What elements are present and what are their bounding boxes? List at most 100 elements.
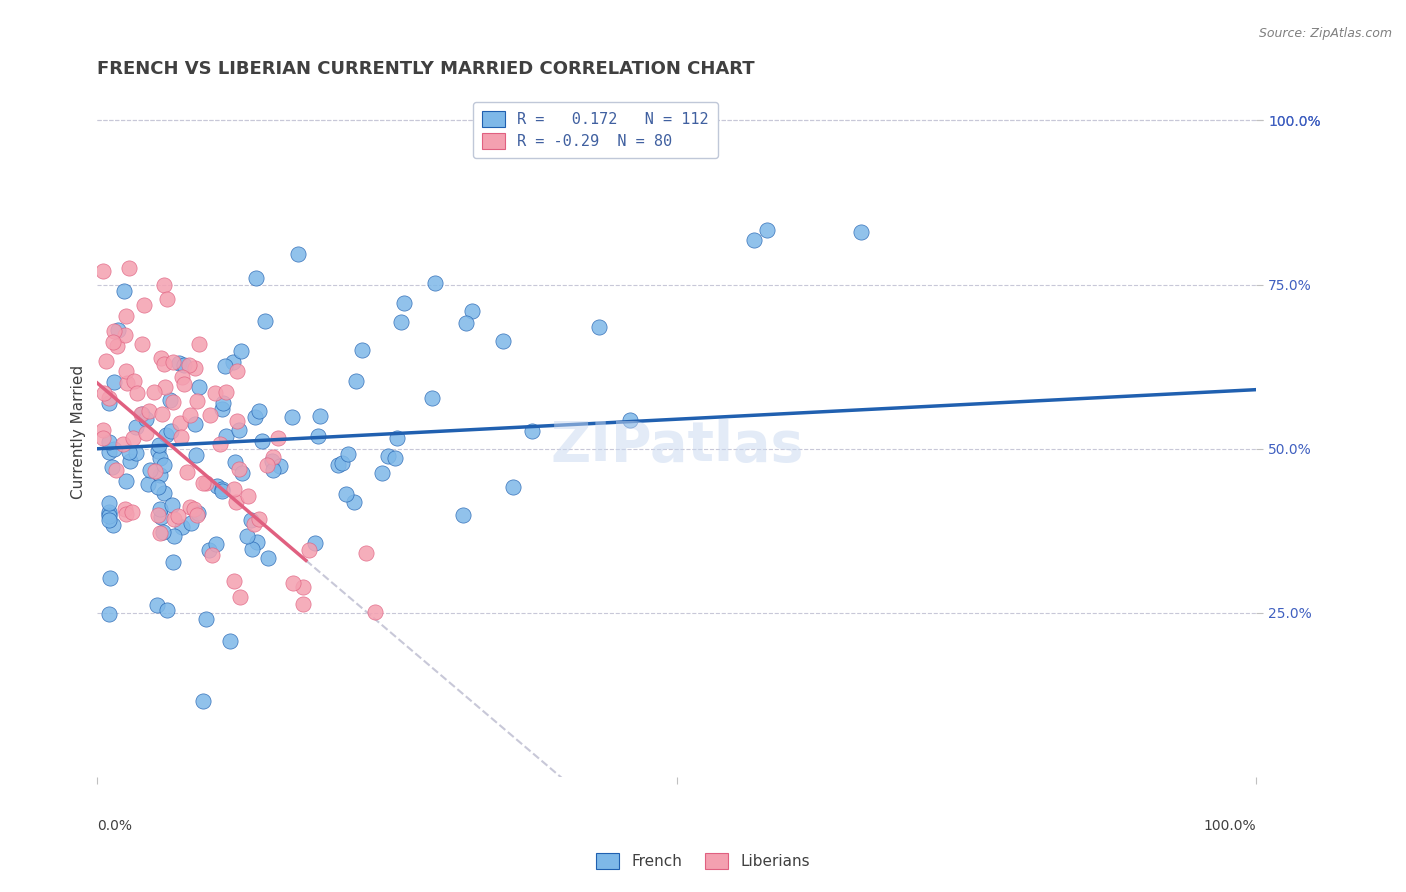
Point (281, 576, 304, 591)
Point (307, 429, 329, 443)
Point (162, 355, 184, 369)
Point (143, 385, 166, 400)
Point (125, 420, 148, 434)
Point (104, 463, 127, 477)
Point (149, 501, 172, 516)
Point (173, 376, 195, 391)
Point (163, 512, 186, 526)
Point (257, 550, 280, 565)
Point (247, 512, 270, 526)
Point (169, 430, 191, 444)
Point (136, 477, 159, 491)
Point (195, 476, 218, 491)
Point (211, 401, 233, 416)
Point (211, 396, 233, 410)
Point (236, 529, 259, 543)
Point (93, 385, 115, 400)
Point (118, 445, 141, 459)
Point (124, 374, 146, 388)
Point (103, 324, 125, 338)
Y-axis label: Currently Married: Currently Married (72, 366, 86, 500)
Point (520, 425, 543, 439)
Point (304, 536, 326, 550)
Point (363, 605, 385, 619)
Point (336, 447, 359, 461)
Point (238, 489, 260, 503)
Point (242, 541, 264, 556)
Point (114, 507, 136, 521)
Point (198, 408, 221, 422)
Point (150, 407, 173, 421)
Point (167, 356, 190, 370)
Text: ZIPatlas: ZIPatlas (550, 419, 804, 473)
Point (148, 450, 170, 465)
Point (148, 438, 170, 452)
Point (162, 394, 184, 409)
Point (103, 376, 125, 390)
Point (100, 460, 122, 475)
Point (160, 424, 183, 438)
Point (219, 633, 242, 648)
Point (114, 502, 136, 516)
Point (191, 476, 214, 491)
Point (135, 411, 157, 425)
Point (176, 465, 198, 479)
Point (198, 542, 221, 557)
Point (225, 414, 247, 428)
Text: 100.0%: 100.0% (1204, 819, 1257, 832)
Point (260, 454, 283, 468)
Point (149, 510, 172, 524)
Point (97, 434, 120, 449)
Point (246, 535, 269, 549)
Point (150, 351, 173, 365)
Point (103, 518, 125, 533)
Point (245, 271, 267, 285)
Point (101, 334, 124, 349)
Point (112, 285, 135, 299)
Point (228, 423, 250, 437)
Point (211, 482, 233, 496)
Point (97, 391, 120, 405)
Point (131, 407, 153, 421)
Point (97, 395, 120, 409)
Point (211, 484, 233, 499)
Point (343, 495, 366, 509)
Point (326, 458, 349, 472)
Point (156, 292, 179, 306)
Point (135, 425, 157, 440)
Point (132, 298, 155, 312)
Point (186, 508, 208, 523)
Point (156, 603, 179, 617)
Point (121, 505, 143, 519)
Point (269, 458, 291, 473)
Point (180, 516, 202, 530)
Point (215, 385, 238, 400)
Point (287, 246, 309, 260)
Point (298, 543, 321, 558)
Point (222, 354, 245, 368)
Point (256, 458, 278, 472)
Point (392, 296, 415, 310)
Point (281, 410, 304, 425)
Point (308, 409, 330, 424)
Point (849, 225, 872, 239)
Point (214, 359, 236, 374)
Point (148, 444, 170, 458)
Point (205, 537, 228, 551)
Point (588, 319, 610, 334)
Text: FRENCH VS LIBERIAN CURRENTLY MARRIED CORRELATION CHART: FRENCH VS LIBERIAN CURRENTLY MARRIED COR… (97, 60, 755, 78)
Point (262, 463, 284, 477)
Point (229, 590, 252, 604)
Point (377, 449, 399, 463)
Point (454, 316, 477, 330)
Point (159, 392, 181, 407)
Point (91, 264, 114, 278)
Point (114, 328, 136, 343)
Point (239, 512, 262, 526)
Point (131, 337, 153, 351)
Point (139, 463, 162, 477)
Point (169, 416, 191, 430)
Point (187, 380, 209, 394)
Point (155, 428, 177, 442)
Point (742, 233, 765, 247)
